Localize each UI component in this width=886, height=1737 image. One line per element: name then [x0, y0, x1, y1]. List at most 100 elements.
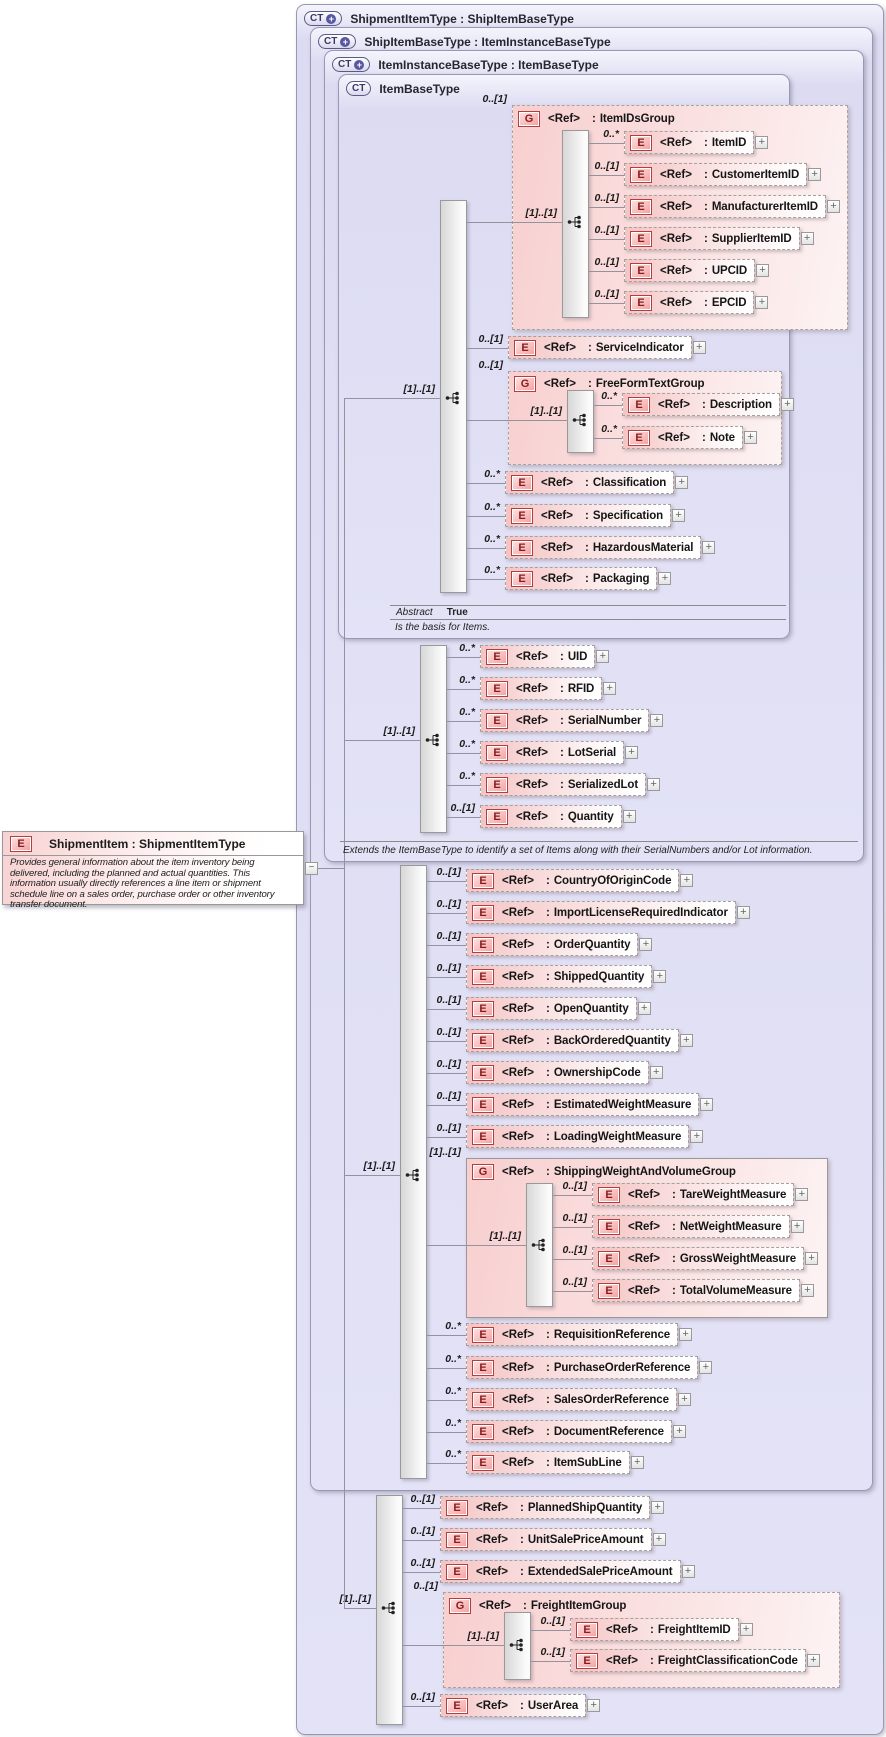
element-box[interactable]: E <Ref>: DocumentReference — [466, 1420, 672, 1443]
element-box[interactable]: E <Ref>: UID — [480, 645, 596, 668]
expand-button[interactable]: + — [630, 1456, 644, 1469]
expand-button[interactable]: + — [603, 682, 617, 695]
expand-button[interactable]: + — [622, 810, 636, 823]
expand-button[interactable]: + — [756, 264, 770, 277]
element-box[interactable]: E <Ref>: Packaging — [505, 567, 658, 590]
colon-separator: : — [649, 1623, 654, 1636]
element-box[interactable]: E <Ref>: UserArea — [440, 1694, 587, 1717]
expand-button[interactable]: + — [650, 714, 664, 727]
expand-button[interactable]: + — [658, 572, 672, 585]
expand-button[interactable]: + — [806, 1654, 820, 1667]
expand-button[interactable]: + — [755, 296, 769, 309]
expand-button[interactable]: + — [625, 746, 639, 759]
expand-button[interactable]: + — [647, 778, 661, 791]
element-box[interactable]: E <Ref>: TareWeightMeasure — [592, 1183, 795, 1206]
expand-button[interactable]: + — [808, 168, 822, 181]
element-box[interactable]: E <Ref>: ExtendedSalePriceAmount — [440, 1560, 681, 1583]
element-badge-icon: E — [486, 680, 508, 697]
connector-line — [427, 1463, 466, 1464]
expand-button[interactable]: + — [780, 398, 794, 411]
expand-button[interactable]: + — [690, 1130, 704, 1143]
expand-button[interactable]: + — [800, 1284, 814, 1297]
element-box[interactable]: E <Ref>: FreightItemID — [570, 1618, 739, 1641]
element-box[interactable]: E <Ref>: ServiceIndicator — [508, 336, 692, 359]
collapse-button[interactable]: − — [305, 862, 318, 875]
element-box[interactable]: E <Ref>: Description — [622, 393, 780, 416]
group-header[interactable]: G <Ref>: FreeFormTextGroup — [514, 372, 705, 395]
colon-separator: : — [584, 509, 589, 522]
element-box[interactable]: E <Ref>: OrderQuantity — [466, 933, 639, 956]
expand-button[interactable]: + — [675, 476, 689, 489]
group-header[interactable]: G <Ref>: FreightItemGroup — [449, 1594, 626, 1617]
expand-button[interactable]: + — [680, 874, 694, 887]
element-box[interactable]: E <Ref>: EPCID — [624, 291, 755, 314]
element-box[interactable]: E <Ref>: LotSerial — [480, 741, 625, 764]
element-box[interactable]: E <Ref>: SupplierItemID — [624, 227, 800, 250]
element-box[interactable]: E <Ref>: Note — [622, 426, 743, 449]
expand-button[interactable]: + — [587, 1699, 601, 1712]
expand-button[interactable]: + — [681, 1565, 695, 1578]
element-box[interactable]: E <Ref>: Quantity — [480, 805, 622, 828]
expand-button[interactable]: + — [755, 136, 769, 149]
element-box[interactable]: E <Ref>: SerializedLot — [480, 773, 647, 796]
expand-button[interactable]: + — [649, 1066, 663, 1079]
expand-button[interactable]: + — [739, 1623, 753, 1636]
connector-line — [318, 868, 344, 869]
expand-button[interactable]: + — [800, 232, 814, 245]
element-box[interactable]: E <Ref>: CustomerItemID — [624, 163, 808, 186]
element-box[interactable]: E <Ref>: ShippedQuantity — [466, 965, 653, 988]
expand-button[interactable]: + — [679, 1034, 693, 1047]
element-box[interactable]: E <Ref>: UPCID — [624, 259, 756, 282]
element-box[interactable]: E <Ref>: LoadingWeightMeasure — [466, 1125, 690, 1148]
expand-button[interactable]: + — [652, 1533, 666, 1546]
element-box[interactable]: E <Ref>: Classification — [505, 471, 675, 494]
element-box[interactable]: E <Ref>: CountryOfOriginCode — [466, 869, 680, 892]
element-box[interactable]: E <Ref>: TotalVolumeMeasure — [592, 1279, 800, 1302]
expand-button[interactable]: + — [700, 1098, 714, 1111]
element-box[interactable]: E <Ref>: GrossWeightMeasure — [592, 1247, 805, 1270]
element-box[interactable]: E <Ref>: FreightClassificationCode — [570, 1649, 806, 1672]
element-box[interactable]: E <Ref>: EstimatedWeightMeasure — [466, 1093, 700, 1116]
expand-button[interactable]: + — [679, 1328, 693, 1341]
expand-button[interactable]: + — [637, 1002, 651, 1015]
expand-button[interactable]: + — [743, 431, 757, 444]
element-box[interactable]: E <Ref>: ItemSubLine — [466, 1451, 630, 1474]
expand-button[interactable]: + — [692, 341, 706, 354]
expand-button[interactable]: + — [827, 200, 841, 213]
element-box[interactable]: E <Ref>: ItemID — [624, 131, 755, 154]
element-box[interactable]: E <Ref>: NetWeightMeasure — [592, 1215, 790, 1238]
expand-button[interactable]: + — [699, 1361, 713, 1374]
element-box[interactable]: E <Ref>: OpenQuantity — [466, 997, 637, 1020]
element-box[interactable]: E <Ref>: BackOrderedQuantity — [466, 1029, 679, 1052]
expand-button[interactable]: + — [651, 1501, 665, 1514]
element-box[interactable]: E <Ref>: HazardousMaterial — [505, 536, 702, 559]
shipmentitem-element-box[interactable]: E ShipmentItem : ShipmentItemType Provid… — [2, 831, 304, 910]
element-box[interactable]: E <Ref>: RFID — [480, 677, 603, 700]
expand-button[interactable]: + — [596, 650, 610, 663]
element-box[interactable]: E <Ref>: RequisitionReference — [466, 1323, 679, 1346]
element-name: OpenQuantity — [553, 1002, 629, 1015]
element-box[interactable]: E <Ref>: Specification — [505, 504, 672, 527]
expand-button[interactable]: + — [805, 1252, 819, 1265]
element-box[interactable]: E <Ref>: PurchaseOrderReference — [466, 1356, 699, 1379]
element-box[interactable]: E <Ref>: PlannedShipQuantity — [440, 1496, 651, 1519]
element-box[interactable]: E <Ref>: SalesOrderReference — [466, 1388, 677, 1411]
expand-button[interactable]: + — [790, 1220, 804, 1233]
element-box[interactable]: E <Ref>: UnitSalePriceAmount — [440, 1528, 652, 1551]
expand-button[interactable]: + — [672, 509, 686, 522]
element-box[interactable]: E <Ref>: ManufacturerItemID — [624, 195, 827, 218]
expand-button[interactable]: + — [795, 1188, 809, 1201]
expand-button[interactable]: + — [672, 1425, 686, 1438]
element-box[interactable]: E <Ref>: ImportLicenseRequiredIndicator — [466, 901, 736, 924]
ref-label: <Ref> — [548, 112, 580, 125]
expand-button[interactable]: + — [653, 970, 667, 983]
group-header[interactable]: G <Ref>: ItemIDsGroup — [518, 107, 675, 130]
expand-button[interactable]: + — [736, 906, 750, 919]
container-header: CT ItemBaseType — [346, 80, 460, 97]
element-box[interactable]: E <Ref>: SerialNumber — [480, 709, 650, 732]
element-box[interactable]: E <Ref>: OwnershipCode — [466, 1061, 649, 1084]
expand-button[interactable]: + — [677, 1393, 691, 1406]
expand-button[interactable]: + — [639, 938, 653, 951]
expand-button[interactable]: + — [702, 541, 716, 554]
group-header[interactable]: G <Ref>: ShippingWeightAndVolumeGroup — [472, 1160, 736, 1183]
